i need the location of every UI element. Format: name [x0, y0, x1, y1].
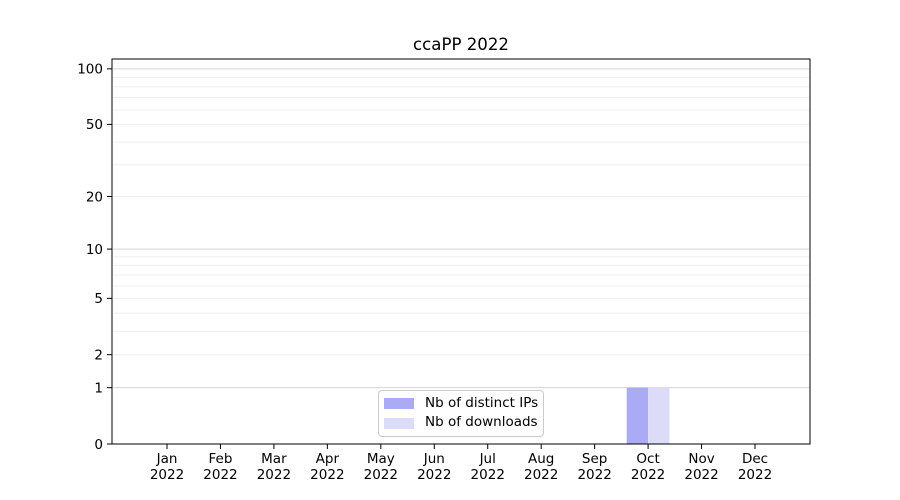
- x-tick-label-year: 2022: [738, 467, 772, 483]
- x-tick-label-month: Apr: [316, 451, 340, 467]
- x-tick-label-month: Oct: [636, 451, 659, 467]
- legend-label-downloads: Nb of downloads: [425, 414, 538, 431]
- chart-title: ccaPP 2022: [413, 35, 509, 54]
- x-tick-label-year: 2022: [364, 467, 398, 483]
- y-tick-label: 20: [86, 189, 103, 205]
- x-tick-label-month: Aug: [528, 451, 554, 467]
- legend-item-downloads: Nb of downloads: [384, 414, 539, 433]
- x-tick-label-month: Sep: [582, 451, 607, 467]
- x-tick-label-month: Jun: [423, 451, 445, 467]
- y-tick-label: 2: [94, 347, 103, 363]
- y-tick-label: 50: [86, 117, 103, 133]
- y-tick-label: 10: [86, 242, 103, 258]
- y-tick-label: 1: [94, 380, 103, 396]
- x-tick-label-year: 2022: [257, 467, 291, 483]
- x-tick-label-year: 2022: [150, 467, 184, 483]
- legend-label-distinct-ips: Nb of distinct IPs: [425, 395, 539, 412]
- x-tick-label-month: Mar: [261, 451, 287, 467]
- plot-frame: [111, 58, 811, 445]
- x-tick-label-year: 2022: [417, 467, 451, 483]
- y-tick-label: 100: [77, 62, 103, 78]
- x-tick-label-year: 2022: [577, 467, 611, 483]
- y-tick-label: 5: [94, 291, 103, 307]
- x-tick-label-year: 2022: [684, 467, 718, 483]
- x-tick-label-month: Dec: [742, 451, 768, 467]
- x-tick-label-month: Jan: [156, 451, 178, 467]
- bar-oct-2022-nb-of-distinct-ips: [626, 387, 649, 444]
- x-tick-label-year: 2022: [524, 467, 558, 483]
- x-tick-label-year: 2022: [310, 467, 344, 483]
- x-tick-label-month: Feb: [209, 451, 233, 467]
- x-tick-label-year: 2022: [203, 467, 237, 483]
- legend: Nb of distinct IPs Nb of downloads: [378, 390, 544, 437]
- y-tick-label: 0: [94, 437, 103, 453]
- legend-swatch-downloads: [384, 417, 414, 429]
- x-tick-label-month: Jul: [479, 451, 496, 467]
- x-tick-label-year: 2022: [471, 467, 505, 483]
- bar-oct-2022-nb-of-downloads: [648, 387, 670, 444]
- x-tick-label-month: May: [367, 451, 395, 467]
- legend-item-distinct-ips: Nb of distinct IPs: [384, 394, 539, 413]
- x-tick-label-year: 2022: [631, 467, 665, 483]
- legend-swatch-distinct-ips: [384, 398, 414, 410]
- x-tick-label-month: Nov: [688, 451, 714, 467]
